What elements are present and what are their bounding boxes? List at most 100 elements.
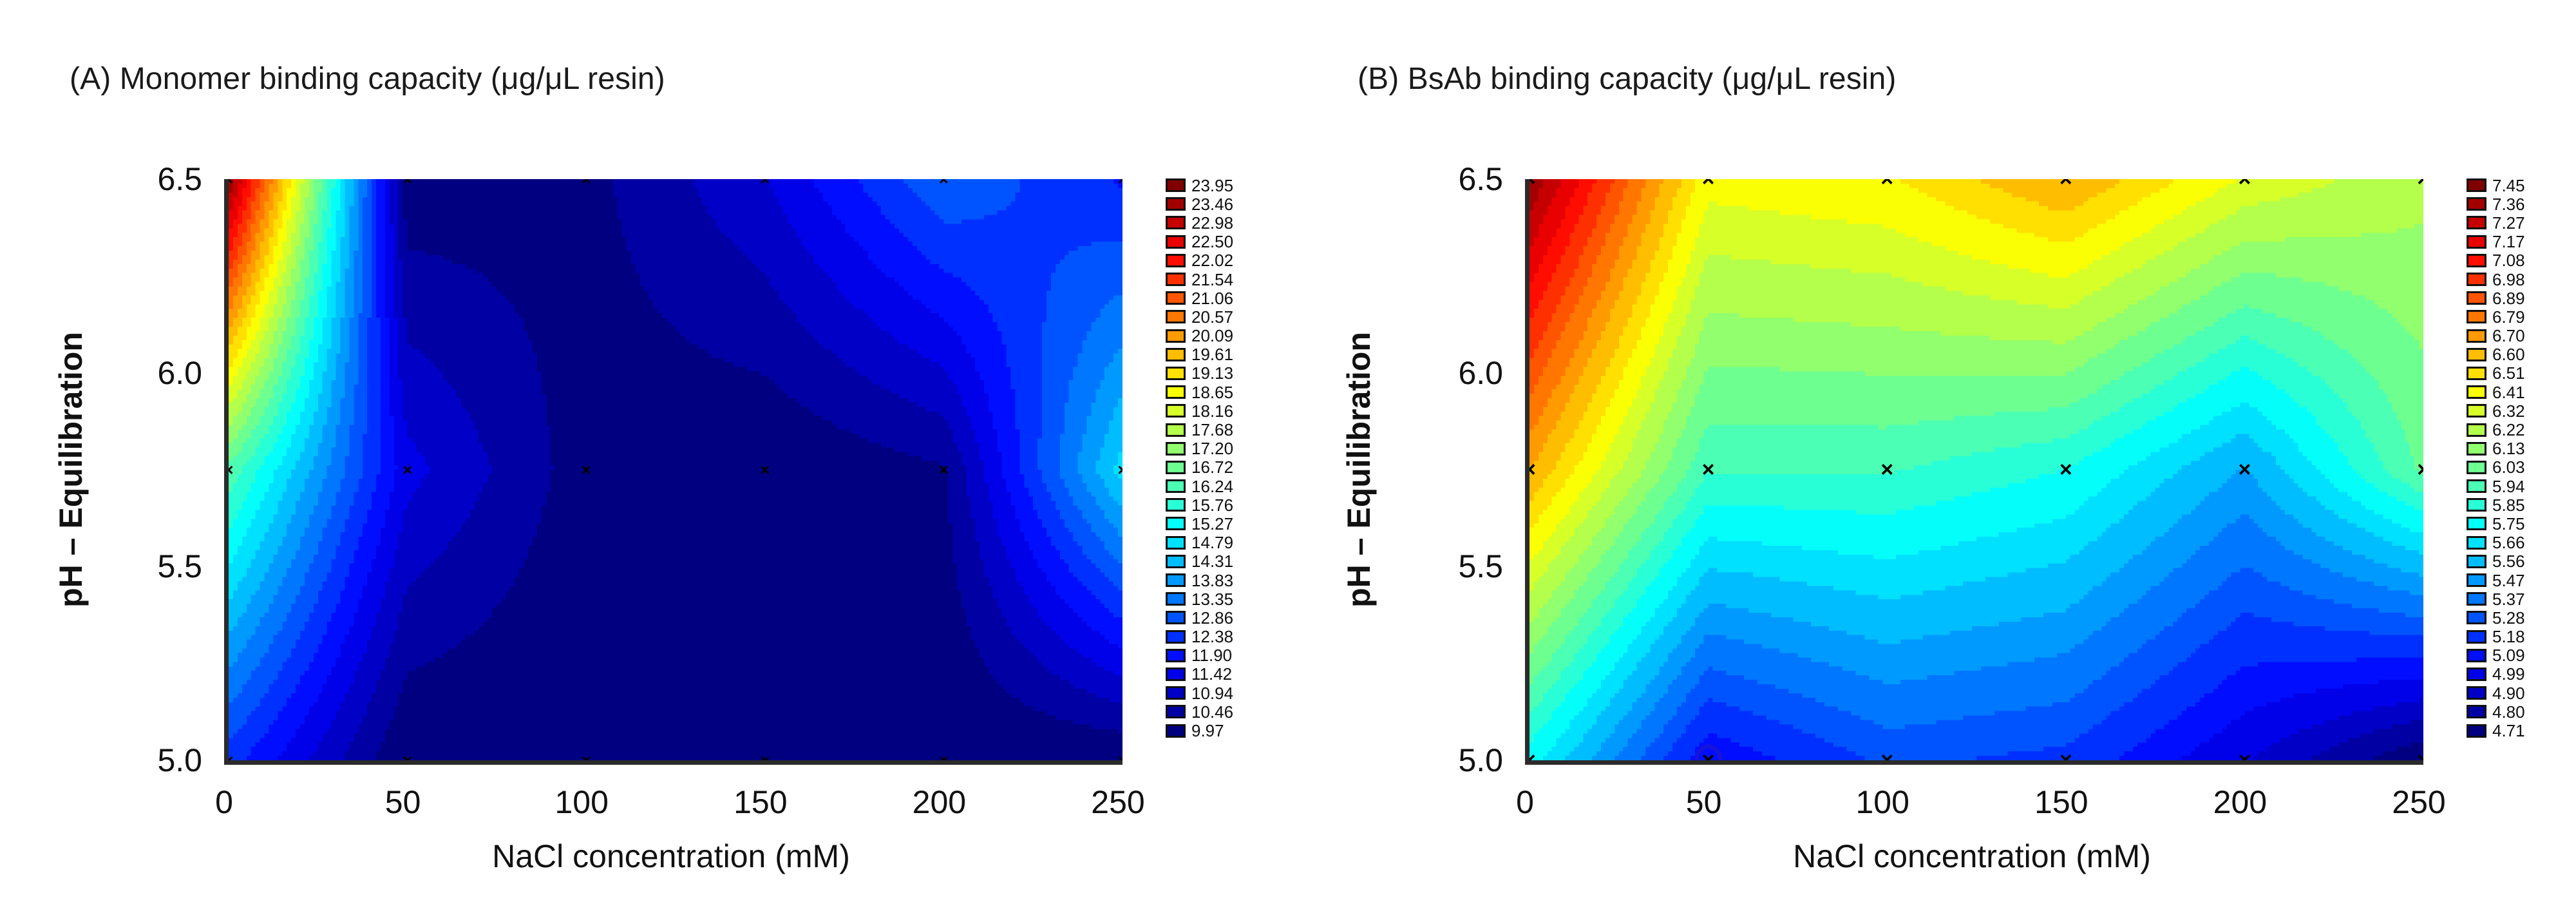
legend-row: 15.27 [1166, 514, 1233, 533]
legend-color-swatch [1166, 686, 1186, 700]
legend-value-label: 7.36 [2492, 194, 2525, 214]
y-tick [1525, 373, 1530, 376]
legend-row: 6.32 [2467, 401, 2525, 420]
legend-value-label: 6.03 [2492, 457, 2525, 477]
legend-color-swatch [1166, 479, 1186, 494]
legend-color-swatch [1166, 235, 1186, 249]
legend-value-label: 4.71 [2492, 721, 2525, 741]
legend-value-label: 5.09 [2492, 646, 2525, 666]
legend-value-label: 5.66 [2492, 533, 2525, 553]
panel-b-plot-area[interactable]: ×××××××××××××××××× [1525, 179, 2423, 765]
legend-color-swatch [2467, 460, 2486, 474]
legend-color-swatch [1166, 404, 1186, 418]
panel-a-title: (A) Monomer binding capacity (μg/μL resi… [70, 62, 665, 96]
legend-row: 5.56 [2467, 552, 2525, 571]
y-tick-label: 5.5 [157, 548, 202, 585]
x-tick [765, 760, 768, 765]
legend-color-swatch [2467, 329, 2486, 343]
legend-row: 4.90 [2467, 684, 2525, 702]
legend-color-swatch [2467, 347, 2486, 361]
legend-color-swatch [1166, 724, 1186, 738]
legend-value-label: 6.79 [2492, 307, 2525, 327]
legend-row: 5.28 [2467, 608, 2525, 627]
legend-value-label: 6.70 [2492, 326, 2525, 346]
legend-row: 5.66 [2467, 533, 2525, 552]
x-tick-label: 100 [554, 784, 609, 820]
panel-b-color-legend: 7.45 7.36 7.27 7.17 7.08 6.98 6.89 6.79 6.70 6.60… [2467, 176, 2525, 740]
legend-row: 5.85 [2467, 495, 2525, 514]
legend-row: 22.98 [1166, 213, 1233, 232]
legend-color-swatch [1166, 253, 1186, 267]
y-tick-label: 5.0 [157, 742, 202, 778]
legend-value-label: 10.94 [1191, 683, 1234, 703]
legend-value-label: 5.94 [2492, 476, 2525, 496]
y-tick-label: 6.0 [157, 354, 202, 391]
legend-row: 13.83 [1166, 571, 1233, 590]
x-tick [586, 760, 589, 765]
legend-row: 23.95 [1166, 176, 1233, 195]
legend-value-label: 11.90 [1191, 646, 1233, 666]
legend-row: 18.16 [1166, 401, 1233, 420]
legend-color-swatch [2467, 686, 2486, 700]
legend-color-swatch [1166, 329, 1186, 343]
legend-value-label: 6.89 [2492, 288, 2525, 308]
legend-row: 20.57 [1166, 307, 1233, 326]
legend-value-label: 7.17 [2492, 232, 2525, 252]
legend-value-label: 5.85 [2492, 495, 2525, 515]
legend-value-label: 5.75 [2492, 514, 2525, 533]
legend-color-swatch [2467, 573, 2486, 588]
legend-row: 7.27 [2467, 213, 2525, 232]
panel-a-plot-area[interactable]: ×××××××××××××××××× [224, 179, 1122, 765]
legend-value-label: 6.41 [2492, 382, 2525, 402]
legend-color-swatch [1166, 273, 1186, 287]
legend-row: 5.75 [2467, 514, 2525, 533]
legend-color-swatch [2467, 441, 2486, 456]
x-tick-label: 50 [384, 784, 421, 820]
legend-row: 7.45 [2467, 176, 2525, 195]
legend-row: 23.46 [1166, 195, 1233, 213]
legend-color-swatch [2467, 197, 2486, 211]
panel-bsab-binding-capacity: (B) BsAb binding capacity (μg/μL resin) … [1288, 0, 2576, 922]
legend-row: 9.97 [1166, 721, 1233, 740]
x-tick [2244, 760, 2248, 765]
legend-row: 12.86 [1166, 608, 1233, 627]
legend-color-swatch [1166, 291, 1186, 305]
legend-color-swatch [1166, 385, 1186, 399]
legend-color-swatch [1166, 573, 1186, 588]
legend-value-label: 6.98 [2492, 269, 2525, 289]
legend-color-swatch [2467, 554, 2486, 568]
legend-color-swatch [1166, 178, 1186, 193]
x-tick-label: 100 [1855, 784, 1909, 820]
legend-value-label: 17.20 [1191, 439, 1234, 459]
legend-color-swatch [1166, 535, 1186, 550]
legend-color-swatch [1166, 197, 1186, 211]
x-tick-label: 250 [1091, 784, 1145, 820]
panel-a-color-legend: 23.95 23.46 22.98 22.50 22.02 21.54 21.06 20.57… [1166, 176, 1233, 740]
legend-row: 5.09 [2467, 646, 2525, 665]
legend-color-swatch [2467, 479, 2486, 494]
legend-row: 14.79 [1166, 533, 1233, 552]
legend-color-swatch [2467, 592, 2486, 606]
legend-row: 6.98 [2467, 270, 2525, 289]
legend-value-label: 5.28 [2492, 608, 2525, 628]
y-tick [1525, 566, 1530, 570]
y-tick-label: 6.5 [157, 161, 202, 197]
legend-value-label: 13.35 [1191, 589, 1234, 609]
legend-value-label: 6.13 [2492, 439, 2525, 459]
panel-a-contour-canvas [229, 179, 1122, 760]
legend-value-label: 21.54 [1191, 269, 1234, 289]
legend-value-label: 14.31 [1191, 552, 1234, 571]
legend-value-label: 6.51 [2492, 363, 2525, 383]
legend-row: 5.18 [2467, 628, 2525, 646]
legend-value-label: 21.06 [1191, 288, 1234, 308]
legend-value-label: 17.68 [1191, 420, 1234, 440]
y-tick-label: 5.5 [1458, 548, 1503, 585]
legend-color-swatch [1166, 441, 1186, 456]
legend-color-swatch [2467, 385, 2486, 399]
legend-row: 22.50 [1166, 233, 1233, 251]
legend-value-label: 6.60 [2492, 345, 2525, 365]
legend-row: 16.72 [1166, 458, 1233, 477]
legend-value-label: 10.46 [1191, 702, 1234, 722]
legend-color-swatch [2467, 535, 2486, 550]
x-tick-label: 150 [2034, 784, 2088, 820]
